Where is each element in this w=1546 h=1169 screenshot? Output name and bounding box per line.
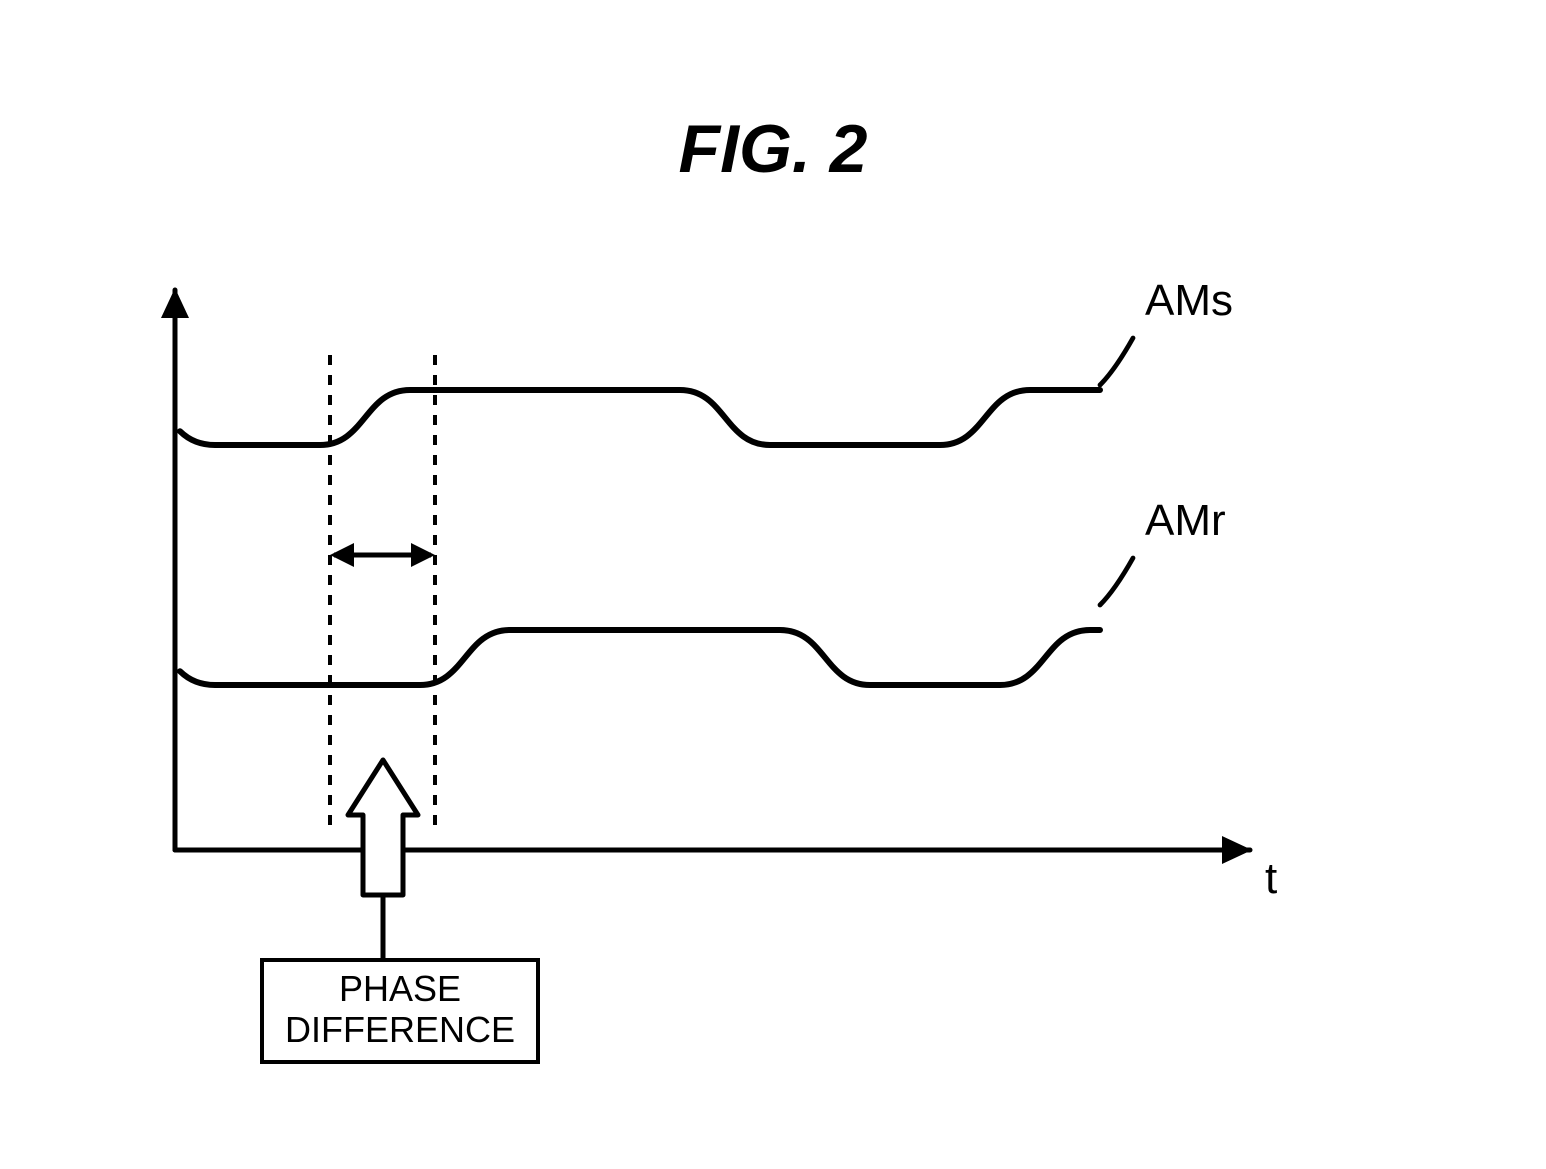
wave-amr (180, 630, 1100, 685)
phase-difference-line2: DIFFERENCE (264, 1009, 536, 1050)
wave-amr-label: AMr (1145, 496, 1226, 546)
figure-container: FIG. 2 AMs AMr t PHASE DIFFERENCE (0, 0, 1546, 1169)
figure-svg (0, 0, 1546, 1169)
phase-arrow (348, 760, 418, 895)
wave-ams (180, 390, 1100, 445)
phase-difference-line1: PHASE (264, 968, 536, 1009)
wave-ams-label: AMs (1145, 276, 1233, 326)
phase-difference-box: PHASE DIFFERENCE (260, 958, 540, 1064)
x-axis-label: t (1265, 854, 1277, 904)
